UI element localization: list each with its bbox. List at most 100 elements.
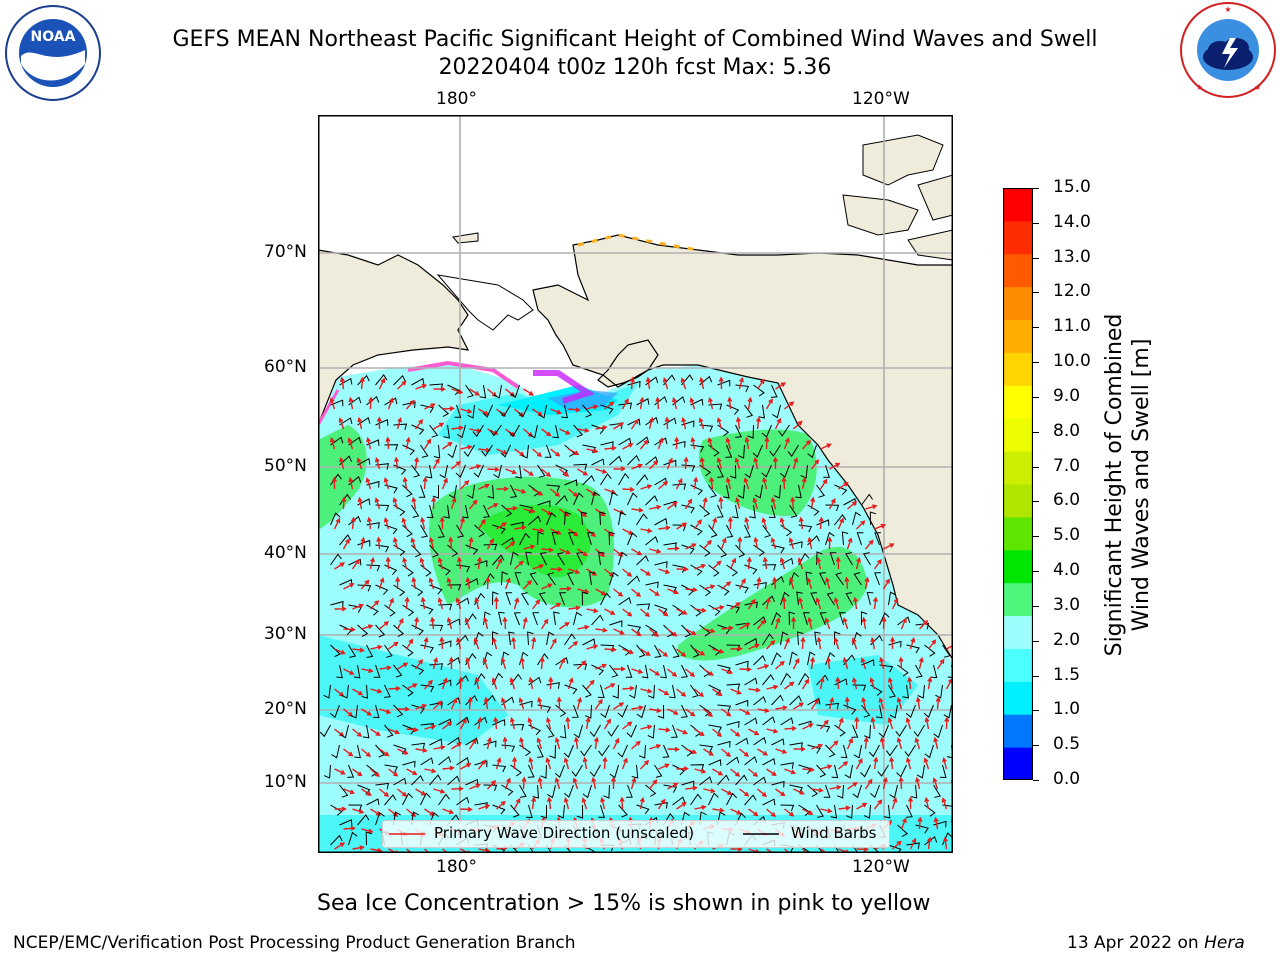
wind-barb xyxy=(487,484,495,499)
wind-barb xyxy=(717,774,730,786)
wave-direction-arrow xyxy=(423,636,429,650)
wave-direction-arrow xyxy=(493,716,499,730)
wind-barb xyxy=(869,511,877,526)
wave-direction-arrow xyxy=(783,637,790,650)
wave-direction-arrow xyxy=(410,537,417,550)
wave-direction-arrow xyxy=(546,796,552,810)
wave-direction-arrow xyxy=(685,748,698,755)
wave-direction-arrow xyxy=(486,780,497,790)
wind-barb xyxy=(384,684,391,698)
wave-direction-arrow xyxy=(757,788,768,798)
wave-direction-arrow xyxy=(576,696,582,710)
wave-region-1-5m xyxy=(808,655,918,725)
wind-barb xyxy=(330,644,341,658)
wave-direction-arrow xyxy=(649,744,662,750)
wind-barb xyxy=(669,684,676,699)
wave-direction-arrow xyxy=(828,497,836,510)
page-title: GEFS MEAN Northeast Pacific Significant … xyxy=(172,27,1098,52)
wind-barb xyxy=(735,660,749,668)
colorbar-tick-label: 0.5 xyxy=(1053,734,1081,755)
wind-barb xyxy=(663,624,674,638)
wind-barb xyxy=(366,644,374,658)
wind-barb xyxy=(438,524,445,538)
wave-direction-arrow xyxy=(829,462,841,470)
wave-direction-arrow xyxy=(550,566,563,572)
wind-barb xyxy=(598,551,605,566)
wave-direction-arrow xyxy=(568,488,579,497)
wave-direction-arrow xyxy=(334,606,347,612)
colorbar-segment xyxy=(1003,451,1033,485)
wave-direction-arrow xyxy=(437,597,444,610)
wave-direction-arrow xyxy=(711,516,718,530)
wave-direction-arrow xyxy=(630,418,639,430)
wind-barb xyxy=(788,611,796,626)
wave-direction-arrow xyxy=(639,759,650,770)
wave-direction-arrow xyxy=(378,577,385,590)
wind-barb xyxy=(800,464,808,479)
wind-barb xyxy=(573,724,583,739)
wind-barb xyxy=(384,724,394,738)
wave-direction-arrow xyxy=(815,597,822,610)
wind-barb xyxy=(546,512,557,526)
noaa-logo-text: NOAA xyxy=(31,29,76,45)
wave-direction-arrow xyxy=(693,476,699,490)
wind-barb xyxy=(537,653,549,666)
wind-barb xyxy=(853,744,862,759)
wave-direction-arrow xyxy=(622,486,635,493)
wave-direction-arrow xyxy=(545,757,552,770)
wind-barb xyxy=(375,584,389,595)
wave-direction-arrow xyxy=(559,586,572,592)
wind-barb xyxy=(935,684,943,699)
wind-barb xyxy=(497,611,505,626)
wave-direction-arrow xyxy=(900,817,907,830)
wave-direction-arrow xyxy=(622,568,633,577)
wave-direction-arrow xyxy=(424,808,435,816)
wind-barb xyxy=(330,436,344,446)
wind-barb xyxy=(465,694,478,706)
colorbar xyxy=(1003,188,1033,780)
wave-direction-arrow xyxy=(360,536,366,550)
wave-direction-arrow xyxy=(568,448,580,455)
wave-direction-arrow xyxy=(712,807,725,813)
wave-direction-arrow xyxy=(887,676,894,690)
land-chukotka xyxy=(436,274,534,331)
wind-barb xyxy=(654,604,668,615)
colorbar-tick-label: 1.5 xyxy=(1053,664,1081,685)
wave-direction-arrow xyxy=(738,376,744,390)
wave-direction-arrow xyxy=(676,728,688,735)
wave-direction-arrow xyxy=(743,477,750,490)
wave-direction-arrow xyxy=(473,637,480,650)
wave-direction-arrow xyxy=(397,380,407,390)
wind-barb xyxy=(778,424,790,437)
wave-direction-arrow xyxy=(946,643,953,650)
wave-direction-arrow xyxy=(747,598,756,610)
wave-direction-arrow xyxy=(404,596,410,610)
wave-direction-arrow xyxy=(395,576,401,590)
wave-direction-arrow xyxy=(483,616,489,630)
wind-barb xyxy=(510,551,519,566)
wave-direction-arrow xyxy=(379,708,392,714)
wind-barb xyxy=(340,724,349,739)
wave-direction-arrow xyxy=(442,405,455,412)
wave-direction-arrow xyxy=(933,736,939,750)
wave-direction-arrow xyxy=(727,516,733,530)
wave-direction-arrow xyxy=(521,776,527,790)
wave-direction-arrow xyxy=(505,505,518,511)
wave-direction-arrow xyxy=(765,640,776,650)
wind-barb xyxy=(863,552,871,566)
wind-barb xyxy=(744,601,758,609)
wave-direction-arrow xyxy=(451,388,464,394)
wave-direction-arrow xyxy=(379,788,390,797)
wind-barb xyxy=(546,844,552,853)
wave-direction-arrow xyxy=(527,717,534,730)
wind-barb xyxy=(420,723,435,730)
wind-barb xyxy=(447,697,461,706)
wave-direction-arrow xyxy=(541,547,554,553)
wave-direction-arrow xyxy=(411,576,417,590)
wind-barb xyxy=(348,475,362,486)
colorbar-segment xyxy=(1003,484,1033,518)
wave-direction-arrow xyxy=(810,459,820,470)
colorbar-tick-label: 1.0 xyxy=(1053,699,1081,720)
wind-barb xyxy=(843,654,856,666)
wind-barb xyxy=(708,564,720,577)
